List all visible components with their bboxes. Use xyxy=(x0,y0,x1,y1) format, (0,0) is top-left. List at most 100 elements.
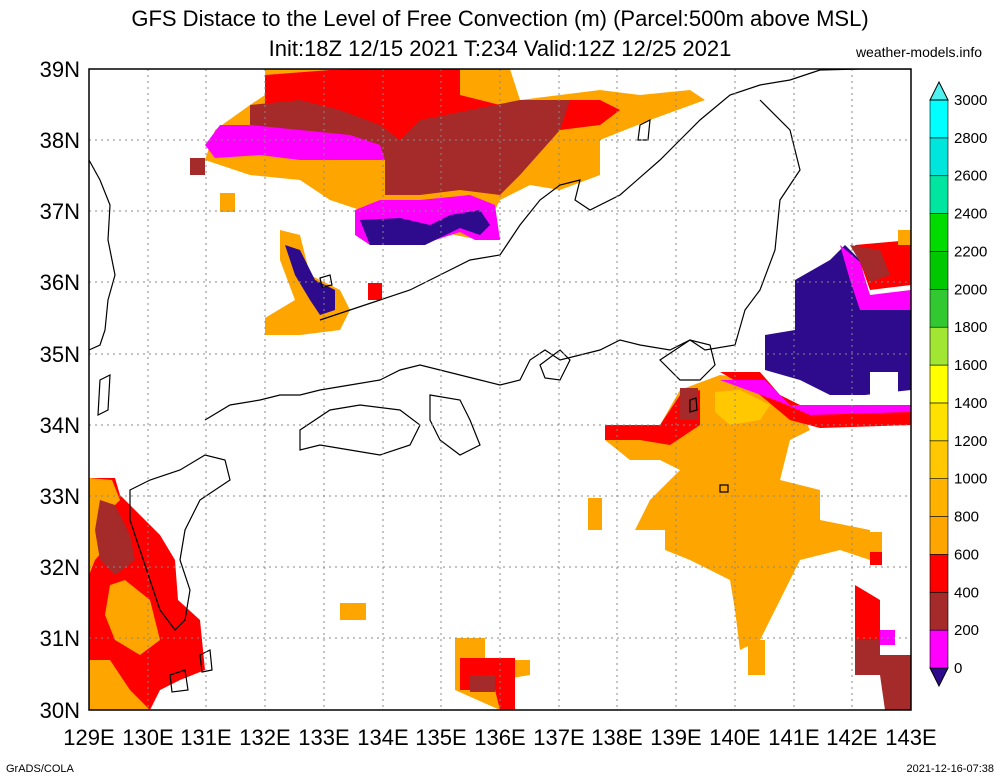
field-region-se-brown xyxy=(855,630,911,710)
field-region-central-purple xyxy=(285,245,335,315)
field-region-north-purple xyxy=(360,210,490,245)
field-region-east-purple xyxy=(765,245,911,395)
colorbar-swatch xyxy=(929,99,949,139)
lon-label: 143E xyxy=(885,725,936,750)
colorbar-label: 3000 xyxy=(954,92,987,109)
colorbar-label: 1400 xyxy=(954,395,987,412)
lat-label: 31N xyxy=(40,626,80,651)
lat-label: 34N xyxy=(40,413,80,438)
colorbar-label: 0 xyxy=(954,660,962,677)
coastline-korea xyxy=(89,159,116,351)
colorbar-swatch xyxy=(929,289,949,328)
map-title: GFS Distace to the Level of Free Convect… xyxy=(131,6,869,31)
lat-label: 33N xyxy=(40,484,80,509)
field-region-south-yellow xyxy=(715,390,770,425)
colorbar-swatch xyxy=(929,402,949,442)
lat-label: 38N xyxy=(40,128,80,153)
lon-label: 136E xyxy=(474,725,525,750)
field-region-east-hole xyxy=(870,372,898,405)
footer-software: GrADS/COLA xyxy=(6,763,74,775)
colorbar: 0 200 400 600 800 1000 1200 1400 1600 1800 2000 220… xyxy=(929,80,987,688)
lon-label: 132E xyxy=(239,725,290,750)
plot-frame xyxy=(88,68,912,711)
lon-label: 135E xyxy=(415,725,466,750)
coastline-islands-1 xyxy=(169,669,189,693)
field-region-small-red xyxy=(368,283,382,300)
colorbar-label: 2800 xyxy=(954,130,987,147)
lon-label: 134E xyxy=(357,725,408,750)
colorbar-label: 800 xyxy=(954,509,979,526)
lon-label: 141E xyxy=(768,725,819,750)
coastline-kii xyxy=(429,394,481,456)
lon-label: 139E xyxy=(650,725,701,750)
lfc-field xyxy=(89,69,911,710)
colorbar-label: 600 xyxy=(954,546,979,563)
lon-label: 129E xyxy=(63,725,114,750)
colorbar-label: 1800 xyxy=(954,319,987,336)
coastlines xyxy=(89,69,911,693)
field-region-east-brown xyxy=(850,245,890,282)
field-region-se-orange xyxy=(870,532,882,552)
colorbar-swatch xyxy=(929,175,949,214)
colorbar-swatch xyxy=(929,516,949,555)
colorbar-max-arrow xyxy=(929,80,949,101)
lat-label: 30N xyxy=(40,698,80,723)
lon-axis: 129E 130E 131E 132E 133E 134E 135E 136E … xyxy=(63,725,936,750)
lon-label: 138E xyxy=(591,725,642,750)
field-region-east-magenta xyxy=(720,380,911,415)
field-region-kyushu-orange3 xyxy=(89,660,150,710)
lon-label: 131E xyxy=(180,725,231,750)
field-region-south-orange2 xyxy=(588,498,602,530)
colorbar-label: 2000 xyxy=(954,281,987,298)
lon-label: 142E xyxy=(826,725,877,750)
coastline-islands-4 xyxy=(689,397,698,413)
coastline-islands-3 xyxy=(719,484,729,493)
field-region-se-red xyxy=(855,585,880,640)
lat-label: 39N xyxy=(40,57,80,82)
lon-label: 133E xyxy=(298,725,349,750)
colorbar-label: 1200 xyxy=(954,433,987,450)
field-region-south-red xyxy=(605,390,700,445)
field-region-east-orange xyxy=(898,230,911,245)
coastline-boso xyxy=(659,339,716,381)
colorbar-swatch xyxy=(929,440,949,479)
field-region-north-magenta xyxy=(205,125,385,160)
colorbar-swatch xyxy=(929,213,949,252)
field-region-south-brown xyxy=(680,388,698,420)
field-region-small-orange2 xyxy=(340,603,366,620)
colorbar-min-arrow xyxy=(929,667,949,688)
field-region-kyushu-orange xyxy=(89,478,120,575)
coastline-islands-2 xyxy=(199,649,213,673)
coastline-tsushima xyxy=(97,374,111,416)
field-region-kyushu-orange2 xyxy=(105,580,160,655)
lat-label: 36N xyxy=(40,270,80,295)
coastline-kyushu xyxy=(129,454,231,631)
field-region-east-magenta2 xyxy=(840,245,911,310)
colorbar-label: 2200 xyxy=(954,243,987,260)
lat-label: 32N xyxy=(40,555,80,580)
colorbar-swatch xyxy=(929,251,949,290)
field-region-small-brown xyxy=(190,158,205,175)
field-region-north-brown xyxy=(250,100,570,195)
lon-label: 130E xyxy=(122,725,173,750)
colorbar-swatch xyxy=(929,364,949,404)
colorbar-swatch xyxy=(929,554,949,593)
coastline-honshu xyxy=(204,69,911,421)
footer-timestamp: 2021-12-16-07:38 xyxy=(906,763,994,775)
lat-label: 35N xyxy=(40,342,80,367)
colorbar-swatch xyxy=(929,629,949,669)
colorbar-label: 400 xyxy=(954,584,979,601)
field-region-small-orange xyxy=(220,193,235,212)
colorbar-label: 2400 xyxy=(954,206,987,223)
field-region-se-red2 xyxy=(870,552,882,565)
lon-label: 137E xyxy=(533,725,584,750)
colorbar-swatch xyxy=(929,326,949,366)
colorbar-swatch xyxy=(929,591,949,631)
colorbar-label: 1000 xyxy=(954,471,987,488)
gridlines xyxy=(89,69,911,710)
lat-axis: 39N 38N 37N 36N 35N 34N 33N 32N 31N 30N xyxy=(40,57,80,723)
field-region-kyushu-brown xyxy=(95,500,135,575)
coastline-izu xyxy=(539,349,571,381)
lon-label: 140E xyxy=(709,725,760,750)
